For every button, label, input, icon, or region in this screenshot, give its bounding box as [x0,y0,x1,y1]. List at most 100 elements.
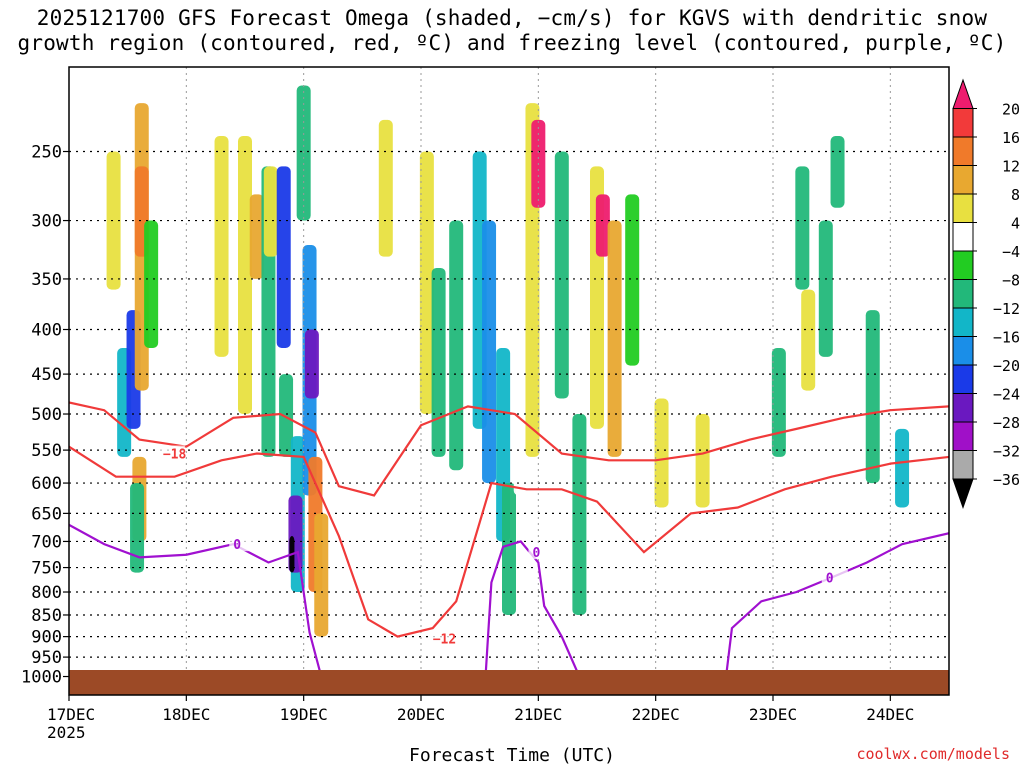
colorbar-label: −8 [1002,272,1020,290]
y-tick-label: 900 [31,628,62,648]
omega-cell [595,194,610,257]
freezing-contour-label: 0 [826,572,834,587]
omega-cell [296,85,311,221]
omega-cell [607,220,622,457]
omega-cell [795,166,810,290]
y-tick-label: 950 [31,648,62,668]
y-tick-label: 250 [31,143,62,163]
omega-cell [865,310,880,484]
omega-cell [331,103,346,415]
omega-cell [771,347,786,457]
freezing-contour-label-bg [528,544,555,560]
plot-frame [68,66,950,696]
x-tick-label: 20DEC [397,705,445,724]
omega-cell [572,414,587,615]
y-tick-label: 550 [31,441,62,461]
dgz-contour [69,401,949,497]
y-tick-label: 800 [31,583,62,603]
omega-cell [130,483,145,573]
freezing-contour [69,523,323,677]
omega-cell [314,513,329,637]
omega-shading [97,85,945,637]
omega-cell [279,374,294,457]
y-tick-label: 600 [31,474,62,494]
colorbar-segment [952,222,974,252]
colorbar-label: 12 [1002,158,1020,176]
x-tick-label: 21DEC [514,705,562,724]
y-tick-label: 400 [31,321,62,341]
y-tick-label: 1000 [21,668,62,688]
x-tick-label: 2025 [47,723,86,742]
colorbar-segment [952,165,974,195]
colorbar-label: −4 [1002,243,1020,261]
colorbar-label: 4 [1011,215,1020,233]
y-tick-label: 700 [31,532,62,552]
omega-cell [801,289,816,391]
omega-cell [912,166,927,268]
y-tick-label: 650 [31,504,62,524]
omega-cell [830,136,845,208]
omega-cell [419,151,434,415]
x-tick-label: 22DEC [632,705,680,724]
omega-cell [106,151,121,290]
omega-cell [276,166,291,348]
dgz-contour-label-bg [428,630,455,646]
omega-cell [554,151,569,399]
terrain-ground [69,670,949,695]
colorbar-segment [952,421,974,451]
omega-cell [930,244,945,330]
colorbar-label: 20 [1002,101,1020,119]
chart-title-line-1: 2025121700 GFS Forecast Omega (shaded, −… [36,6,988,30]
omega-cell [238,136,252,415]
x-tick-label: 18DEC [162,705,210,724]
omega-cell [214,136,229,357]
axes: 2503003504004505005506006507007508008509… [21,143,914,742]
omega-cell [361,136,376,429]
y-tick-label: 500 [31,405,62,425]
freezing-contour-label-bg [821,569,848,585]
colorbar-segment [952,136,974,166]
y-tick-label: 450 [31,365,62,385]
y-tick-label: 300 [31,212,62,232]
omega-cell [625,194,640,366]
omega-cell [191,136,206,429]
freezing-contour [724,532,949,677]
colorbar-label: −36 [993,471,1020,489]
x-tick-label: 19DEC [280,705,328,724]
omega-cell [249,194,264,279]
dgz-contour [69,445,949,638]
colorbar-label: 8 [1011,186,1020,204]
omega-cell [263,166,278,257]
colorbar-segment [952,108,974,138]
omega-cell [378,119,393,257]
colorbar-segment [952,193,974,223]
omega-cell [449,220,464,471]
colorbar-label: −28 [993,414,1020,432]
omega-cell [304,329,319,399]
omega-cell [482,220,497,484]
omega-cell [895,428,910,508]
colorbar-label: −12 [993,300,1020,318]
colorbar-arrow-top [952,78,974,109]
freezing-contour-label-bg [229,536,256,552]
chart-title-line-2: growth region (contoured, red, ºC) and f… [17,31,1007,55]
colorbar-segment [952,336,974,366]
colorbar-label: −16 [993,329,1020,347]
x-tick-label: 17DEC [47,705,95,724]
credit-link[interactable]: coolwx.com/models [856,745,1010,763]
colorbar-segment [952,279,974,309]
omega-cell [654,398,669,508]
omega-cell [431,267,446,457]
colorbar-segment [952,364,974,394]
colorbar-label: −20 [993,357,1020,375]
x-tick-label: 23DEC [749,705,797,724]
omega-cell [695,414,710,508]
freezing-contour [484,540,581,677]
colorbar-label: 16 [1002,129,1020,147]
colorbar-label: −32 [993,443,1020,461]
freezing-contour-label: 0 [233,538,241,553]
dgz-contour-label-bg [158,445,185,461]
freezing-contour-label: 0 [532,546,540,561]
colorbar-segment [952,393,974,423]
